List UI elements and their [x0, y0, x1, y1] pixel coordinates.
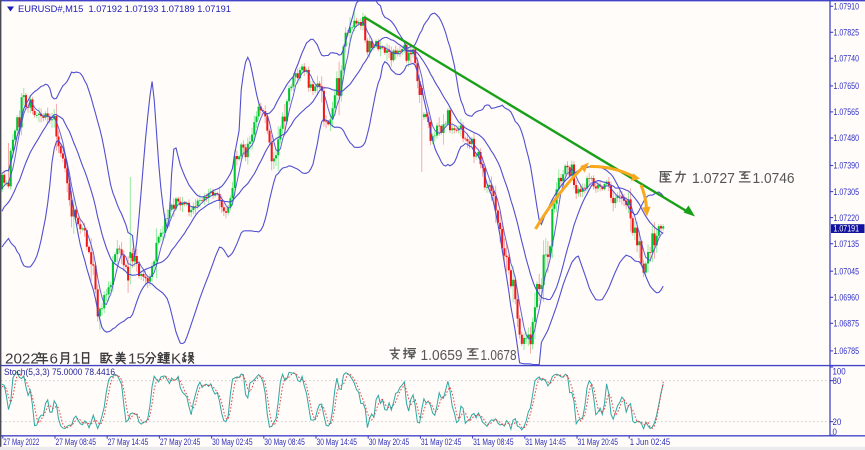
- svg-text:1.07135: 1.07135: [834, 239, 860, 249]
- svg-text:31 May 02:45: 31 May 02:45: [421, 437, 462, 447]
- svg-text:1.0659: 1.0659: [421, 347, 463, 364]
- svg-text:100: 100: [833, 367, 846, 377]
- svg-text:1.07910: 1.07910: [834, 2, 860, 12]
- svg-text:EURUSD#,M15 1.07192 1.07193 1: EURUSD#,M15 1.07192 1.07193 1.07189 1.07…: [18, 4, 231, 14]
- svg-text:6: 6: [50, 350, 58, 367]
- svg-text:1 Jun 02:45: 1 Jun 02:45: [630, 437, 671, 447]
- svg-text:1.07045: 1.07045: [834, 266, 860, 276]
- svg-text:27 May 2022: 27 May 2022: [3, 437, 39, 447]
- svg-text:31 May 08:45: 31 May 08:45: [473, 437, 513, 447]
- svg-text:80: 80: [833, 376, 842, 386]
- svg-text:1.07565: 1.07565: [834, 107, 860, 117]
- svg-text:2022: 2022: [5, 350, 39, 367]
- svg-text:1.0746: 1.0746: [753, 170, 795, 187]
- svg-text:1.0678: 1.0678: [481, 347, 517, 364]
- svg-text:1.0727: 1.0727: [692, 170, 735, 187]
- svg-text:1.07650: 1.07650: [834, 81, 860, 91]
- svg-text:1: 1: [72, 350, 80, 367]
- svg-text:0: 0: [833, 427, 837, 437]
- svg-text:1.07390: 1.07390: [834, 161, 860, 171]
- svg-text:Stoch(5,3,3) 75.0000 78.4416: Stoch(5,3,3) 75.0000 78.4416: [4, 367, 115, 377]
- svg-text:K: K: [171, 350, 181, 367]
- svg-text:30 May 02:45: 30 May 02:45: [212, 437, 253, 447]
- svg-text:20: 20: [833, 417, 842, 427]
- svg-text:1.07825: 1.07825: [834, 28, 860, 38]
- svg-text:27 May 14:45: 27 May 14:45: [108, 437, 149, 447]
- svg-text:30 May 20:45: 30 May 20:45: [369, 437, 410, 447]
- svg-text:30 May 08:45: 30 May 08:45: [264, 437, 305, 447]
- svg-text:1.06875: 1.06875: [834, 319, 860, 329]
- svg-text:1.07220: 1.07220: [834, 213, 860, 223]
- svg-text:27 May 20:45: 27 May 20:45: [160, 437, 201, 447]
- svg-text:27 May 08:45: 27 May 08:45: [56, 437, 97, 447]
- svg-text:31 May 20:45: 31 May 20:45: [578, 437, 619, 447]
- svg-text:1.06960: 1.06960: [834, 293, 860, 303]
- svg-text:1.07740: 1.07740: [834, 54, 860, 64]
- svg-text:15: 15: [128, 350, 145, 367]
- svg-text:30 May 14:45: 30 May 14:45: [317, 437, 358, 447]
- svg-text:1.07480: 1.07480: [834, 133, 860, 143]
- svg-text:1.07191: 1.07191: [834, 224, 860, 234]
- svg-text:1.07305: 1.07305: [834, 187, 860, 197]
- svg-text:31 May 14:45: 31 May 14:45: [525, 437, 566, 447]
- svg-text:1.06785: 1.06785: [834, 346, 860, 356]
